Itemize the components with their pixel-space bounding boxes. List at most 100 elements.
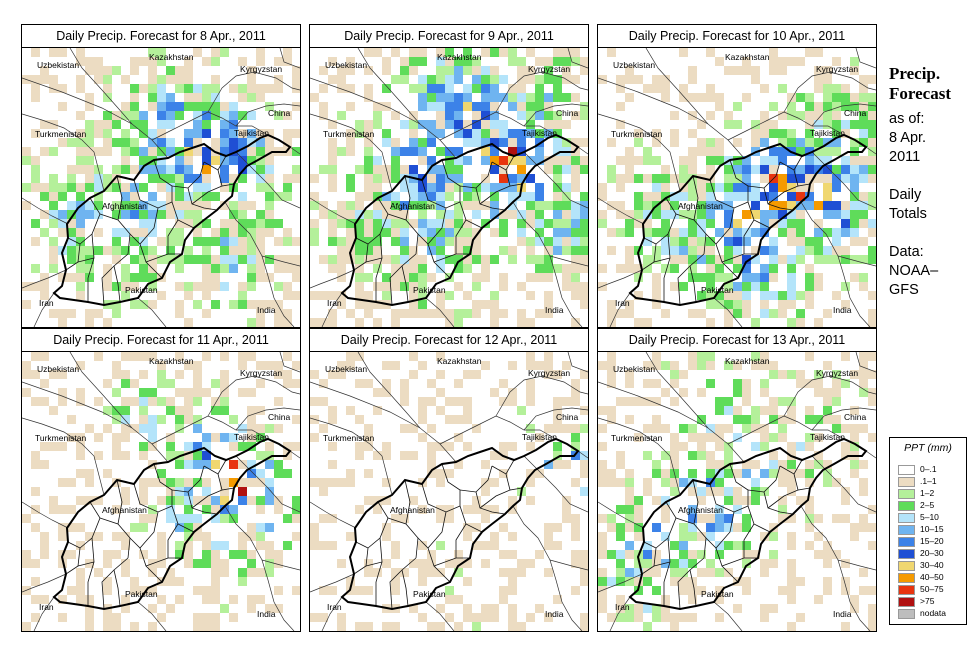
precip-cell: [220, 406, 229, 415]
precip-cell: [229, 255, 238, 264]
precip-cell: [355, 318, 364, 327]
precip-cell: [337, 210, 346, 219]
country-border: [567, 48, 588, 69]
precip-cell: [391, 514, 400, 523]
province-border: [747, 161, 781, 189]
country-label-pakistan: Pakistan: [701, 285, 734, 295]
precip-cell: [310, 532, 319, 541]
precip-cell: [283, 514, 292, 523]
precip-cell: [418, 48, 427, 57]
country-border: [549, 255, 588, 267]
precip-cell: [643, 255, 652, 264]
precip-cell: [130, 300, 139, 309]
precip-cell: [490, 165, 499, 174]
precip-cell: [679, 613, 688, 622]
precip-cell: [814, 460, 823, 469]
precip-cell: [715, 93, 724, 102]
precip-cell: [562, 138, 571, 147]
precip-cell: [409, 120, 418, 129]
precip-cell: [535, 255, 544, 264]
precip-cell: [229, 147, 238, 156]
precip-cell: [661, 469, 670, 478]
country-border: [811, 407, 876, 431]
precip-cell: [553, 192, 562, 201]
precip-cell: [823, 478, 832, 487]
precip-cell: [400, 219, 409, 228]
country-border: [713, 601, 743, 631]
precip-cell: [832, 424, 841, 433]
country-border: [713, 297, 743, 327]
precip-cell: [562, 237, 571, 246]
precip-cell: [346, 532, 355, 541]
precip-cell: [166, 93, 175, 102]
precip-cell: [337, 478, 346, 487]
precip-cell: [679, 93, 688, 102]
precip-cell: [319, 255, 328, 264]
precip-cell: [319, 291, 328, 300]
precip-cell: [553, 246, 562, 255]
precip-cell: [382, 129, 391, 138]
precip-cell: [823, 165, 832, 174]
precip-cell: [427, 228, 436, 237]
precip-cell: [814, 550, 823, 559]
precip-cell: [544, 291, 553, 300]
precip-cell: [787, 210, 796, 219]
precip-cell: [256, 568, 265, 577]
precip-cell: [679, 156, 688, 165]
precip-cell: [193, 559, 202, 568]
precip-cell: [526, 111, 535, 120]
precip-cell: [427, 550, 436, 559]
precip-cell: [31, 397, 40, 406]
precip-cell: [508, 102, 517, 111]
precip-cell: [436, 192, 445, 201]
precip-cell: [499, 156, 508, 165]
precip-cell: [409, 424, 418, 433]
precip-cell: [850, 201, 859, 210]
precip-cell: [724, 237, 733, 246]
precip-cell: [418, 559, 427, 568]
precip-cell: [778, 255, 787, 264]
precip-cell: [769, 57, 778, 66]
precip-cell: [670, 138, 679, 147]
precip-cell: [31, 595, 40, 604]
precip-cell: [40, 352, 49, 361]
precip-cell: [508, 586, 517, 595]
precip-cell: [814, 111, 823, 120]
precip-cell: [409, 300, 418, 309]
precip-cell: [427, 424, 436, 433]
precip-cell: [166, 505, 175, 514]
precip-cell: [94, 397, 103, 406]
precip-cell: [697, 388, 706, 397]
precip-cell: [571, 424, 580, 433]
precip-cell: [733, 192, 742, 201]
country-border: [598, 417, 681, 496]
province-border: [99, 213, 131, 255]
precip-cell: [319, 201, 328, 210]
precip-cell: [544, 156, 553, 165]
precip-cell: [184, 318, 193, 327]
precip-cell: [31, 451, 40, 460]
precip-cell: [841, 210, 850, 219]
precip-cell: [103, 84, 112, 93]
precip-cell: [400, 174, 409, 183]
precip-cell: [121, 246, 130, 255]
precip-cell: [436, 300, 445, 309]
precip-cell: [247, 201, 256, 210]
precip-cell: [202, 478, 211, 487]
precip-cell: [202, 487, 211, 496]
precip-cell: [76, 165, 85, 174]
precip-cell: [688, 228, 697, 237]
precip-cell: [553, 174, 562, 183]
country-border: [22, 501, 69, 529]
precip-cell: [463, 577, 472, 586]
province-border: [767, 185, 799, 205]
precip-cell: [841, 129, 850, 138]
precip-cell: [175, 219, 184, 228]
precip-cell: [355, 505, 364, 514]
precip-cell: [247, 532, 256, 541]
precip-cell: [544, 300, 553, 309]
precip-cell: [85, 66, 94, 75]
precip-cell: [211, 568, 220, 577]
precip-cell: [778, 424, 787, 433]
precip-cell: [211, 406, 220, 415]
